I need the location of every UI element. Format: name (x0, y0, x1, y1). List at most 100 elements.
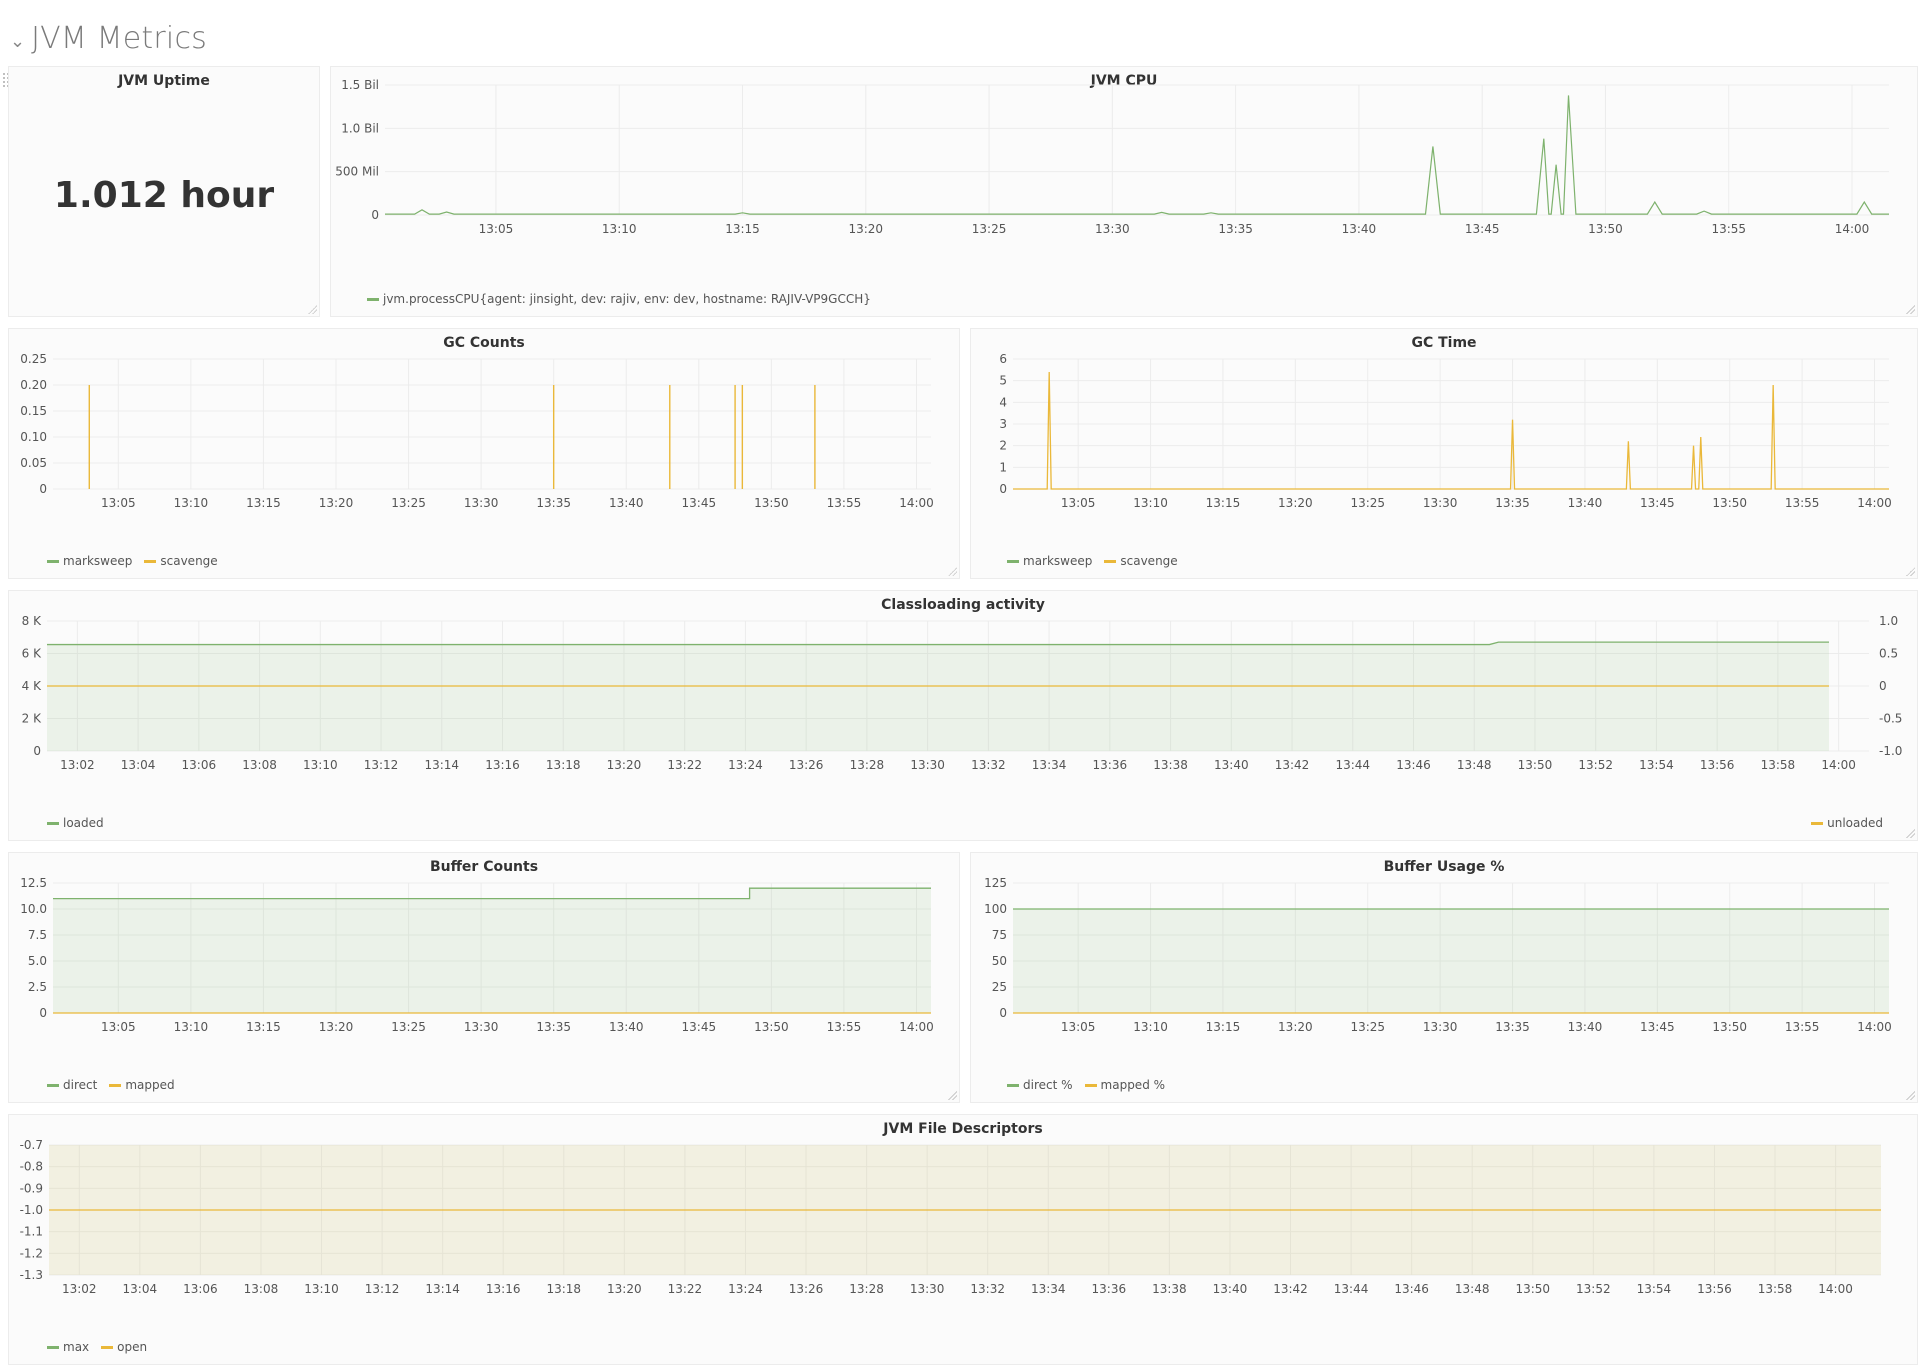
resize-handle-icon[interactable] (1905, 828, 1915, 838)
x-tick-label: 13:42 (1275, 758, 1310, 772)
x-tick-label: 13:05 (1061, 496, 1096, 510)
panel-title[interactable]: GC Counts (443, 335, 525, 351)
x-tick-label: 13:35 (536, 1020, 571, 1034)
x-tick-label: 13:55 (827, 496, 862, 510)
x-tick-label: 13:22 (667, 758, 702, 772)
x-tick-label: 13:25 (391, 496, 426, 510)
x-tick-label: 13:20 (607, 758, 642, 772)
legend-swatch-icon (1084, 1083, 1097, 1087)
x-tick-label: 13:10 (1133, 1020, 1168, 1034)
resize-handle-icon[interactable] (307, 304, 317, 314)
legend-item[interactable]: loaded (47, 816, 104, 830)
x-tick-label: 13:45 (682, 496, 717, 510)
x-tick-label: 14:00 (1818, 1282, 1853, 1296)
y-tick-label: 0.10 (20, 430, 47, 444)
y-tick-label: 25 (992, 980, 1007, 994)
legend-item[interactable]: mapped % (1084, 1078, 1165, 1092)
row-title: JVM Metrics (31, 20, 207, 56)
legend-item[interactable]: direct % (1007, 1078, 1073, 1092)
chart-gc-time[interactable]: 6 5 4 3 2 1 0 13:05 13:10 13:15 13:20 13:25 13:30 13:… (971, 329, 1919, 580)
panel-title[interactable]: JVM Uptime (118, 73, 210, 89)
x-tick-label: 13:18 (546, 758, 581, 772)
chart-classloading[interactable]: 8 K 6 K 4 K 2 K 0 1.0 0.5 0 -0.5 -1.0 13:02 13:04 13… (9, 591, 1919, 842)
x-tick-label: 13:10 (602, 222, 637, 236)
x-tick-label: 13:10 (304, 1282, 339, 1296)
uptime-value: 1.012 hour (53, 175, 275, 216)
panel-title[interactable]: Buffer Counts (429, 859, 539, 875)
legend-swatch-icon (47, 1083, 59, 1087)
legend-item[interactable]: mapped (109, 1078, 175, 1092)
resize-handle-icon[interactable] (1905, 304, 1915, 314)
legend-item[interactable]: direct (47, 1078, 97, 1092)
legend-item[interactable]: scavenge (144, 554, 218, 568)
legend-right: unloaded (1811, 816, 1883, 830)
y-tick-label: 6 K (22, 647, 42, 661)
chart-buffer-usage[interactable]: 125 100 75 50 25 0 13:05 13:10 13:15 13:20 13:25 13… (971, 853, 1919, 1104)
x-tick-label: 13:44 (1335, 758, 1370, 772)
x-tick-label: 13:32 (971, 758, 1006, 772)
series-line (385, 95, 1889, 215)
x-tick-label: 13:35 (1495, 1020, 1530, 1034)
legend-item[interactable]: jvm.processCPU{agent: jinsight, dev: raj… (367, 292, 871, 306)
legend-swatch-icon (1007, 559, 1019, 563)
x-tick-label: 13:20 (319, 1020, 354, 1034)
x-tick-label: 13:15 (246, 1020, 281, 1034)
panel-title[interactable]: GC Time (1411, 335, 1477, 351)
resize-handle-icon[interactable] (947, 566, 957, 576)
x-tick-label: 13:52 (1578, 758, 1613, 772)
y-tick-label-right: 0.5 (1879, 647, 1898, 661)
x-tick-label: 13:26 (789, 1282, 824, 1296)
legend: direct % mapped % (1007, 1078, 1165, 1092)
chart-gc-counts[interactable]: 0.25 0.20 0.15 0.10 0.05 0 13:05 13:10 13:15 13:2… (9, 329, 961, 580)
x-tick-label: 13:24 (728, 758, 763, 772)
chart-buffer-counts[interactable]: 12.5 10.0 7.5 5.0 2.5 0 13:05 13:10 13:15 13:20 13… (9, 853, 961, 1104)
legend-swatch-icon (1007, 1083, 1019, 1087)
x-tick-label: 13:16 (486, 1282, 521, 1296)
chart-jvm-cpu[interactable]: 1.5 Bil 1.0 Bil 500 Mil 0 13:05 13:10 13:15 13:… (331, 67, 1919, 318)
panel-title[interactable]: JVM File Descriptors (883, 1121, 1043, 1137)
series-area (47, 642, 1829, 751)
resize-handle-icon[interactable] (1905, 566, 1915, 576)
legend-label: mapped (125, 1078, 175, 1092)
legend-swatch-icon (47, 559, 59, 563)
chevron-down-icon[interactable]: ⌄ (10, 30, 26, 52)
resize-handle-icon[interactable] (947, 1090, 957, 1100)
x-tick-label: 13:02 (60, 758, 95, 772)
legend-swatch-icon (1811, 821, 1824, 825)
x-tick-label: 13:30 (464, 496, 499, 510)
legend-label: loaded (63, 816, 104, 830)
x-tick-label: 13:36 (1093, 758, 1128, 772)
x-tick-label: 13:34 (1032, 758, 1067, 772)
x-tick-label: 13:50 (754, 496, 789, 510)
y-tick-label-right: 1.0 (1879, 614, 1898, 628)
legend-label: direct % (1023, 1078, 1073, 1092)
y-tick-label-right: -0.5 (1879, 712, 1902, 726)
panel-title[interactable]: Buffer Usage % (1383, 859, 1505, 875)
legend-item[interactable]: open (101, 1340, 147, 1354)
legend-item[interactable]: max (47, 1340, 89, 1354)
legend-swatch-icon (101, 1345, 114, 1349)
x-tick-label: 13:10 (174, 496, 209, 510)
x-tick-label: 13:35 (1495, 496, 1530, 510)
legend-item[interactable]: marksweep (1007, 554, 1092, 568)
y-tick-label: 12.5 (20, 876, 47, 890)
chart-file-descriptors[interactable]: -0.7 -0.8 -0.9 -1.0 -1.1 -1.2 -1.3 13:02 13:04 13… (9, 1115, 1919, 1366)
y-tick-label: -1.0 (20, 1203, 43, 1217)
y-tick-label: 5.0 (28, 954, 47, 968)
panel-gc-time: GC Time 6 5 4 3 2 1 0 13:05 13:10 13:15 13:20 13:25… (970, 328, 1918, 579)
x-tick-label: 13:36 (1092, 1282, 1127, 1296)
legend-item[interactable]: marksweep (47, 554, 132, 568)
legend-item[interactable]: scavenge (1104, 554, 1178, 568)
y-tick-label: 5 (999, 374, 1007, 388)
series-line (1013, 371, 1889, 490)
x-tick-label: 14:00 (1857, 496, 1892, 510)
x-tick-label: 13:54 (1637, 1282, 1672, 1296)
drag-handle-icon[interactable] (2, 72, 8, 88)
legend-item[interactable]: unloaded (1811, 816, 1883, 830)
x-tick-label: 13:20 (1278, 496, 1313, 510)
legend-swatch-icon (367, 297, 379, 301)
resize-handle-icon[interactable] (1905, 1090, 1915, 1100)
panel-title[interactable]: Classloading activity (881, 597, 1045, 613)
row-header-jvm-metrics[interactable]: ⌄ JVM Metrics (10, 18, 207, 58)
x-tick-label: 13:40 (609, 1020, 644, 1034)
